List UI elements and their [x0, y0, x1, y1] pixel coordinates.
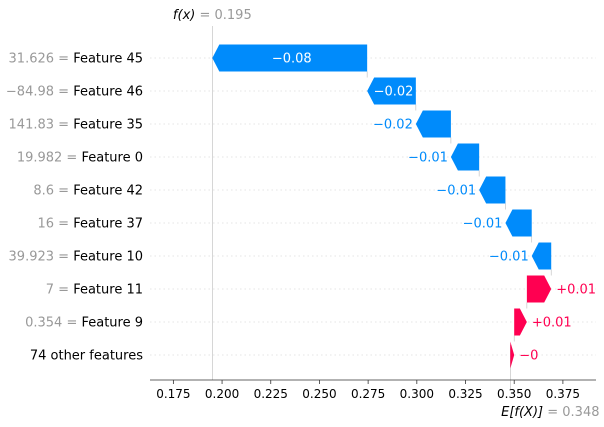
x-tick-label: 0.375: [546, 387, 580, 401]
feature-name: Feature 9: [81, 316, 143, 331]
feature-label: 39.923 = Feature 10: [9, 250, 143, 265]
x-tick-label: 0.200: [205, 387, 239, 401]
feature-value: 7 =: [46, 283, 73, 298]
fx-value: = 0.195: [195, 8, 251, 23]
feature-label: 19.982 = Feature 0: [17, 151, 143, 166]
feature-name: 74 other features: [30, 349, 143, 364]
bar-value-label: −0.01: [463, 217, 503, 232]
x-tick-label: 0.350: [497, 387, 531, 401]
x-tick-label: 0.300: [400, 387, 434, 401]
feature-labels: 31.626 = Feature 45 −84.98 = Feature 46 14…: [6, 52, 143, 364]
x-tick-label: 0.250: [302, 387, 336, 401]
bar-feature-10: [531, 242, 552, 270]
feature-value: 16 =: [37, 217, 73, 232]
row-gridlines: [150, 57, 596, 356]
feature-label: 0.354 = Feature 9: [25, 316, 143, 331]
feature-value: 31.626 =: [9, 52, 74, 67]
feature-name: Feature 45: [73, 52, 143, 67]
feature-name: Feature 37: [73, 217, 143, 232]
feature-name: Feature 10: [73, 250, 143, 265]
feature-label: 8.6 = Feature 42: [33, 184, 143, 199]
annotations: f(x) = 0.195 E[f(X)] = 0.348: [173, 8, 600, 420]
feature-name: Feature 46: [73, 85, 143, 100]
feature-name: Feature 11: [73, 283, 143, 298]
feature-name: Feature 42: [73, 184, 143, 199]
bar-feature-0: [450, 143, 480, 171]
feature-name: Feature 0: [81, 151, 143, 166]
feature-label: 7 = Feature 11: [46, 283, 143, 298]
feature-label: −84.98 = Feature 46: [6, 85, 143, 100]
bars: −0.08 −0.02 −0.02 −0.01 −0.01 −0.01 −0.01 +0.01…: [212, 44, 596, 369]
bar-value-label: −0.02: [373, 118, 413, 133]
bar-feature-42: [479, 176, 506, 204]
fx-label: f(x): [173, 8, 195, 23]
bar-feature-9: [514, 308, 527, 336]
base-annotation: E[f(X)] = 0.348: [501, 405, 599, 420]
x-tick-label: 0.325: [448, 387, 482, 401]
feature-value: 8.6 =: [33, 184, 73, 199]
feature-name: Feature 35: [73, 118, 143, 133]
x-tick-label: 0.175: [156, 387, 190, 401]
feature-label: 16 = Feature 37: [37, 217, 143, 232]
base-label: E[f(X)]: [501, 405, 543, 420]
bar-value-label: +0.01: [532, 316, 572, 331]
x-axis: 0.175 0.200 0.225 0.250 0.275 0.300 0.325 0.350…: [150, 379, 596, 401]
feature-value: −84.98 =: [6, 85, 73, 100]
bar-feature-35: [415, 110, 451, 138]
bar-74-other-features: [510, 341, 515, 369]
feature-label: 31.626 = Feature 45: [9, 52, 143, 67]
bar-value-label: −0.01: [489, 250, 529, 265]
bar-value-label: −0.01: [408, 151, 448, 166]
bar-value-label: −0.01: [436, 184, 476, 199]
x-tick-label: 0.225: [254, 387, 288, 401]
feature-label: 74 other features: [30, 349, 143, 364]
x-tick-label: 0.275: [351, 387, 385, 401]
bar-feature-45: [212, 44, 368, 72]
feature-value: 39.923 =: [9, 250, 74, 265]
bar-feature-46: [367, 77, 416, 105]
bar-feature-11: [526, 275, 552, 303]
bar-feature-37: [505, 209, 532, 237]
bar-value-label: −0.02: [374, 85, 414, 100]
bar-value-label: −0.08: [272, 52, 312, 67]
fx-annotation: f(x) = 0.195: [173, 8, 252, 23]
feature-label: 141.83 = Feature 35: [9, 118, 143, 133]
feature-value: 19.982 =: [17, 151, 82, 166]
base-value: = 0.348: [543, 405, 599, 420]
feature-value: 0.354 =: [25, 316, 81, 331]
bar-value-label: +0.01: [556, 283, 596, 298]
feature-value: 141.83 =: [9, 118, 74, 133]
bar-value-label: −0: [519, 349, 538, 364]
